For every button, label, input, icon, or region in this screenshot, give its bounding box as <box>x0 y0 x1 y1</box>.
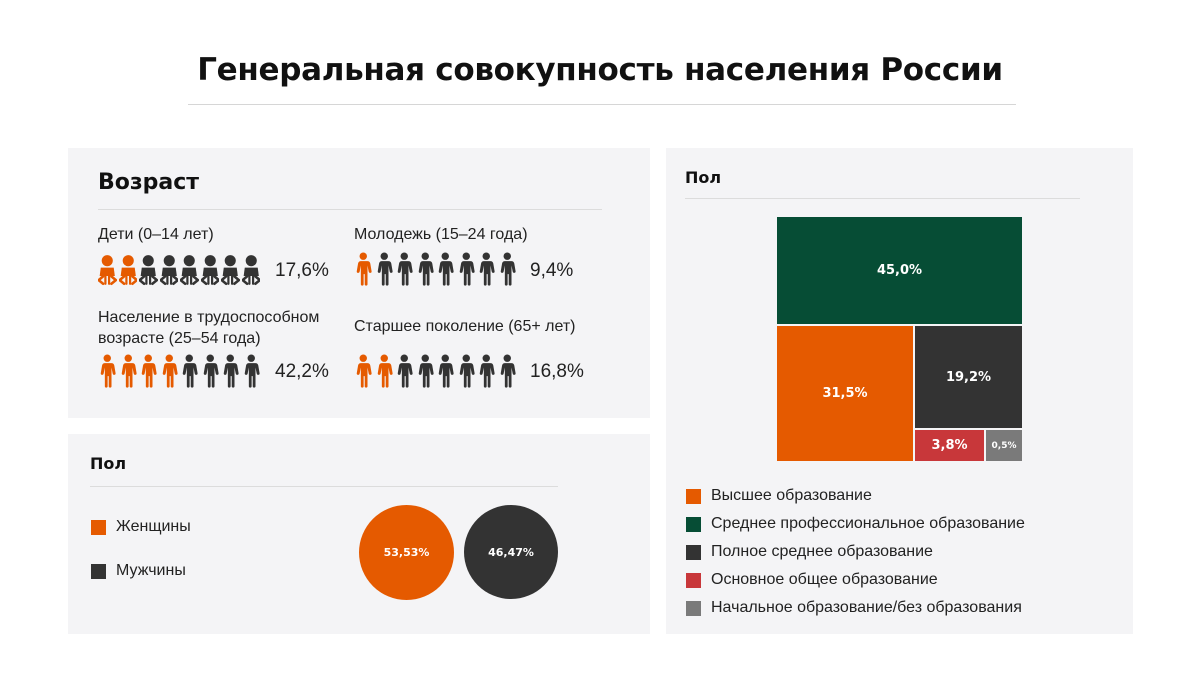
education-legend-primary: Начальное образование/без образования <box>686 599 1022 617</box>
tile-label: 19,2% <box>945 369 992 385</box>
age-group-label-youth: Молодежь (15–24 года) <box>354 226 528 243</box>
legend-label: Полное среднее образование <box>711 543 933 560</box>
person-icon <box>459 252 475 286</box>
bubble-male: 46,47% <box>464 505 558 599</box>
baby-icon <box>159 255 178 286</box>
treemap-tile-higher: 31,5% <box>777 326 913 461</box>
age-group-value-children: 17,6% <box>275 260 329 281</box>
age-group-label-elderly: Старшее поколение (65+ лет) <box>354 318 576 335</box>
treemap-tile-vocational: 45,0% <box>777 217 1022 324</box>
education-legend-secondary: Полное среднее образование <box>686 543 933 561</box>
legend-label: Высшее образование <box>711 487 872 504</box>
treemap-tile-secondary: 19,2% <box>915 326 1022 428</box>
person-icon <box>418 252 434 286</box>
age-panel-divider <box>98 209 602 210</box>
education-legend-vocational: Среднее профессиональное образование <box>686 515 1025 533</box>
person-icon <box>141 354 157 388</box>
person-icon <box>203 354 219 388</box>
age-group-icons-children <box>98 252 260 286</box>
person-icon <box>377 252 393 286</box>
age-group-value-elderly: 16,8% <box>530 361 584 382</box>
age-group-icons-youth <box>354 252 516 286</box>
age-group-icons-elderly <box>354 354 516 388</box>
baby-icon <box>180 255 199 286</box>
legend-swatch <box>91 519 106 535</box>
legend-label: Начальное образование/без образования <box>711 599 1022 616</box>
legend-label: Женщины <box>116 518 191 535</box>
baby-icon <box>139 255 158 286</box>
education-legend-higher: Высшее образование <box>686 487 872 505</box>
education-legend-basic: Основное общее образование <box>686 571 938 589</box>
age-panel-title: Возраст <box>98 170 200 195</box>
legend-swatch <box>686 488 701 504</box>
bubble-male-label: 46,47% <box>488 545 534 559</box>
title-divider <box>188 104 1016 105</box>
person-icon <box>500 252 516 286</box>
baby-icon <box>241 255 260 286</box>
treemap-tile-basic: 3,8% <box>915 430 984 461</box>
education-treemap: 45,0% 31,5% 19,2% 3,8% 0,5% <box>777 217 1022 461</box>
education-panel-divider <box>685 198 1080 199</box>
bubble-female-label: 53,53% <box>383 546 430 559</box>
legend-swatch <box>686 516 701 532</box>
baby-icon <box>221 255 240 286</box>
person-icon <box>162 354 178 388</box>
tile-label: 3,8% <box>931 438 968 453</box>
person-icon <box>397 252 413 286</box>
person-icon <box>223 354 239 388</box>
page-title: Генеральная совокупность населения Росси… <box>197 52 1003 88</box>
person-icon <box>244 354 260 388</box>
legend-swatch <box>686 600 701 616</box>
tile-label: 45,0% <box>876 263 923 278</box>
sex-panel-divider <box>90 486 558 487</box>
sex-panel-title: Пол <box>90 454 127 473</box>
person-icon <box>500 354 516 388</box>
treemap-tile-primary: 0,5% <box>986 430 1022 461</box>
age-group-icons-working <box>98 354 260 388</box>
person-icon <box>479 252 495 286</box>
person-icon <box>438 354 454 388</box>
person-icon <box>100 354 116 388</box>
age-group-value-working: 42,2% <box>275 361 329 382</box>
sex-legend-female: Женщины <box>91 518 191 536</box>
baby-icon <box>118 255 137 286</box>
person-icon <box>479 354 495 388</box>
bubble-female: 53,53% <box>359 505 454 600</box>
age-group-label-working: Население в трудоспособном возрасте (25–… <box>98 309 320 347</box>
person-icon <box>182 354 198 388</box>
person-icon <box>459 354 475 388</box>
person-icon <box>356 354 372 388</box>
baby-icon <box>200 255 219 286</box>
legend-swatch <box>686 572 701 588</box>
age-group-label-children: Дети (0–14 лет) <box>98 226 214 243</box>
person-icon <box>397 354 413 388</box>
education-panel-title: Пол <box>685 168 722 187</box>
legend-swatch <box>91 563 106 579</box>
legend-label: Мужчины <box>116 562 186 579</box>
person-icon <box>438 252 454 286</box>
legend-label: Основное общее образование <box>711 571 938 588</box>
person-icon <box>121 354 137 388</box>
legend-swatch <box>686 544 701 560</box>
tile-label: 31,5% <box>822 386 868 401</box>
person-icon <box>377 354 393 388</box>
person-icon <box>356 252 372 286</box>
person-icon <box>418 354 434 388</box>
legend-label: Среднее профессиональное образование <box>711 515 1025 532</box>
tile-label: 0,5% <box>991 440 1017 451</box>
baby-icon <box>98 255 117 286</box>
age-group-value-youth: 9,4% <box>530 260 574 281</box>
sex-legend-male: Мужчины <box>91 562 186 580</box>
